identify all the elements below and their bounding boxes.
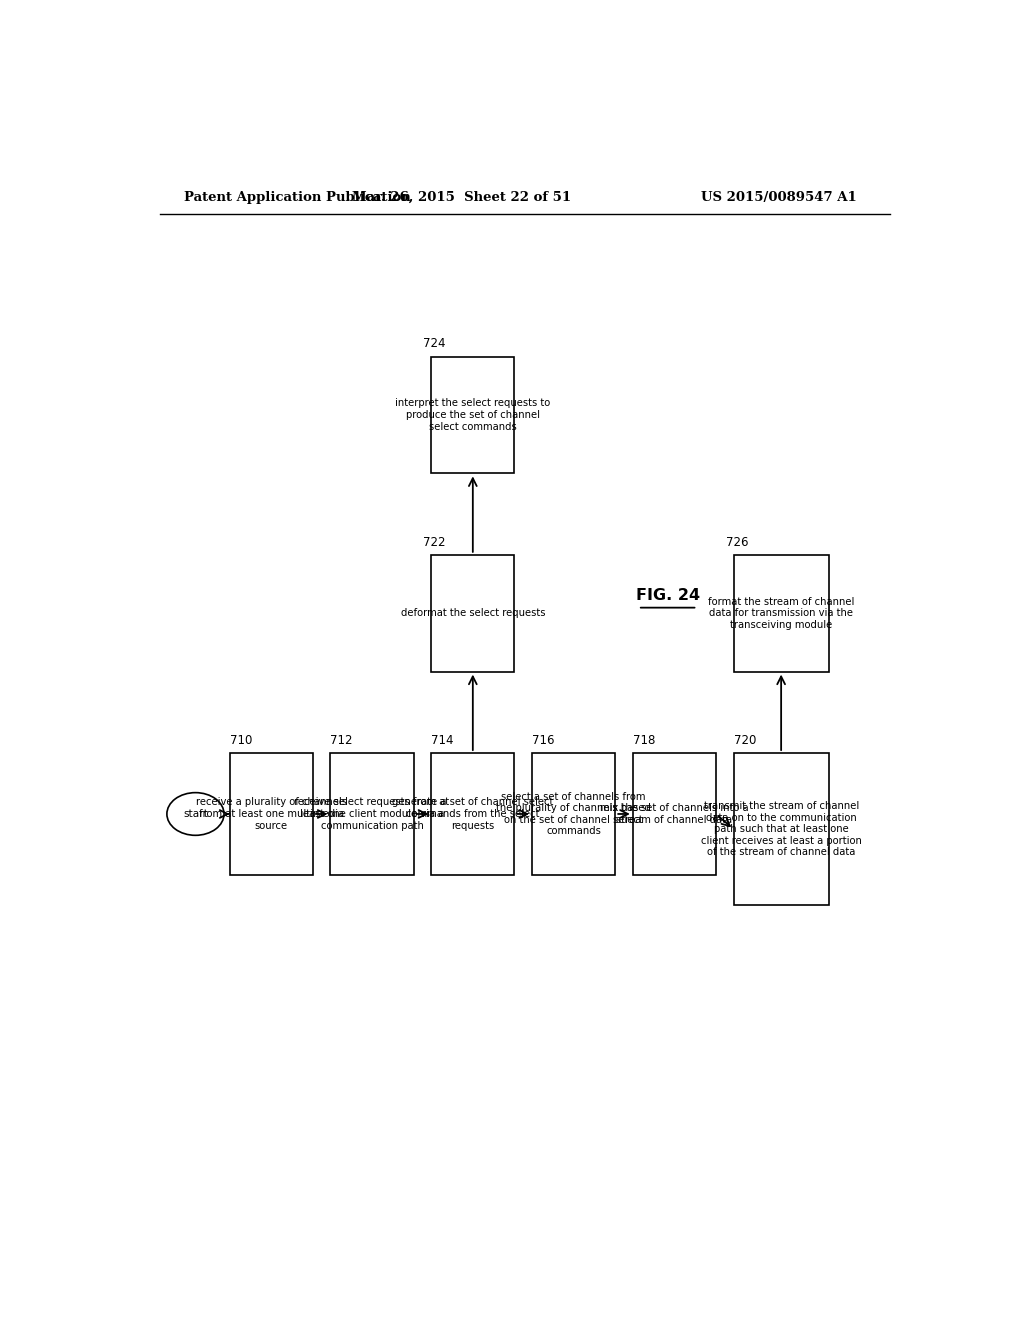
Bar xyxy=(431,554,514,672)
Text: generate a set of channel select
commands from the select
requests: generate a set of channel select command… xyxy=(392,797,554,830)
Text: select a set of channels from
the plurality of channels based
on the set of chan: select a set of channels from the plural… xyxy=(497,792,651,837)
Bar xyxy=(229,752,313,875)
Text: transmit the stream of channel
data on to the communication
path such that at le: transmit the stream of channel data on t… xyxy=(700,801,861,858)
Text: 720: 720 xyxy=(733,734,756,747)
Bar xyxy=(431,356,514,474)
Text: 722: 722 xyxy=(423,536,445,549)
Text: start: start xyxy=(183,809,208,818)
Text: 716: 716 xyxy=(531,734,554,747)
Text: deformat the select requests: deformat the select requests xyxy=(400,609,545,618)
Bar xyxy=(733,554,828,672)
Bar xyxy=(633,752,716,875)
Bar xyxy=(733,752,828,906)
Text: 724: 724 xyxy=(423,338,445,351)
Text: format the stream of channel
data for transmission via the
transceiving module: format the stream of channel data for tr… xyxy=(708,597,854,630)
Text: 712: 712 xyxy=(331,734,353,747)
Text: 714: 714 xyxy=(431,734,454,747)
Text: 710: 710 xyxy=(229,734,252,747)
Text: Mar. 26, 2015  Sheet 22 of 51: Mar. 26, 2015 Sheet 22 of 51 xyxy=(352,190,570,203)
Text: US 2015/0089547 A1: US 2015/0089547 A1 xyxy=(700,190,857,203)
Bar xyxy=(531,752,615,875)
Text: receive select requests from at
least one client module via a
communication path: receive select requests from at least on… xyxy=(295,797,450,830)
Text: Patent Application Publication: Patent Application Publication xyxy=(183,190,411,203)
Text: mix the set of channels into a
stream of channel data: mix the set of channels into a stream of… xyxy=(600,803,749,825)
Text: 726: 726 xyxy=(726,536,749,549)
Bar xyxy=(331,752,414,875)
Text: FIG. 24: FIG. 24 xyxy=(636,587,699,603)
Bar xyxy=(431,752,514,875)
Text: receive a plurality of channels
from at least one multimedia
source: receive a plurality of channels from at … xyxy=(196,797,347,830)
Text: 718: 718 xyxy=(633,734,655,747)
Text: interpret the select requests to
produce the set of channel
select commands: interpret the select requests to produce… xyxy=(395,399,551,432)
